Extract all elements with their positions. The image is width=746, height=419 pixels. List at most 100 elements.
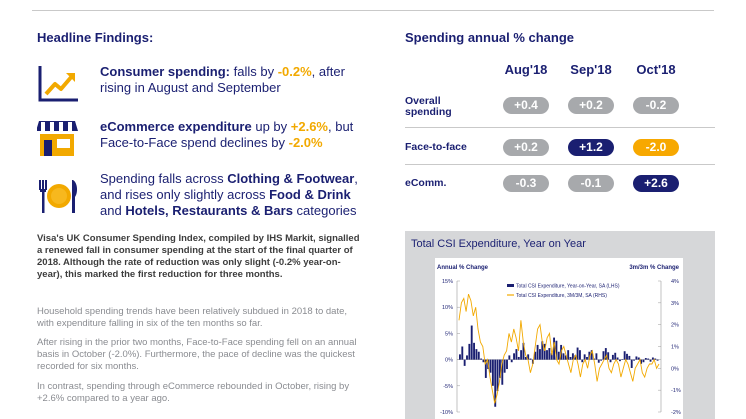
- row-label-ecommerce: eComm.: [405, 177, 447, 189]
- bar: [576, 347, 579, 360]
- row-divider: [405, 127, 715, 128]
- y2-tick-label: 3%: [671, 301, 679, 307]
- finding-text: Consumer spending: falls by -0.2%, after…: [100, 64, 345, 95]
- bar: [579, 350, 581, 360]
- bar: [595, 353, 598, 360]
- bar: [640, 359, 643, 364]
- bar: [463, 359, 466, 366]
- y-tick-label: -5%: [443, 384, 453, 390]
- y-tick-label: -10%: [440, 410, 453, 416]
- bar: [562, 353, 565, 360]
- bar: [583, 354, 586, 360]
- bar: [480, 358, 483, 360]
- storefront-icon: [37, 121, 78, 156]
- bar: [555, 340, 558, 360]
- bar: [539, 349, 541, 360]
- bar: [470, 325, 473, 360]
- bar: [541, 341, 544, 360]
- csi-expenditure-chart: Annual % Change 3m/3m % Change 15% 10% 5% 0…: [435, 258, 683, 419]
- bar: [597, 359, 600, 363]
- legend-swatch: [507, 284, 514, 287]
- y2-tick-label: 4%: [671, 279, 679, 285]
- y2-axis-label: 3m/3m % Change: [629, 265, 679, 271]
- bar: [586, 356, 588, 360]
- bar: [508, 355, 511, 360]
- body-paragraph: In contrast, spending through eCommerce …: [37, 381, 350, 404]
- legend-label: Total CSI Expenditure, Year-on-Year, SA …: [516, 284, 620, 290]
- y-tick-label: 0%: [445, 358, 453, 364]
- bar: [461, 346, 464, 360]
- bar: [499, 359, 501, 378]
- bar: [520, 350, 523, 360]
- y2-tick-label: -1%: [671, 388, 681, 394]
- bar: [600, 359, 603, 361]
- bar: [656, 359, 659, 361]
- bar: [564, 355, 567, 360]
- value-pill: -0.2: [633, 97, 679, 114]
- y-axis-label: Annual % Change: [437, 265, 489, 271]
- bar: [557, 351, 560, 360]
- chart-legend: Total CSI Expenditure, Year-on-Year, SA …: [507, 284, 620, 299]
- y-tick-label: 5%: [445, 331, 453, 337]
- bar: [642, 359, 645, 363]
- bar: [517, 356, 520, 360]
- bar: [647, 358, 650, 360]
- bar: [503, 359, 506, 373]
- headline-title: Headline Findings:: [37, 30, 154, 45]
- table-title: Spending annual % change: [405, 30, 575, 45]
- bar: [604, 348, 607, 360]
- bar: [548, 348, 551, 360]
- bar: [536, 344, 539, 360]
- column-header: Sep'18: [570, 62, 612, 77]
- plate-and-cutlery-icon: [39, 180, 78, 213]
- bar: [524, 356, 527, 360]
- y-tick-label: 10%: [442, 305, 453, 311]
- value-pill: +0.2: [568, 97, 614, 114]
- bar: [635, 356, 638, 360]
- bar: [527, 354, 530, 360]
- value-pill: -0.3: [503, 175, 549, 192]
- bar: [626, 353, 628, 360]
- bar: [623, 351, 626, 360]
- bar: [491, 359, 494, 386]
- finding-text: Spending falls across Clothing & Footwea…: [100, 171, 358, 218]
- y2-tick-label: 2%: [671, 323, 679, 329]
- series-line: [458, 293, 660, 404]
- bar: [567, 350, 570, 360]
- bar: [614, 352, 617, 360]
- bar: [459, 354, 461, 360]
- bar: [515, 349, 518, 360]
- value-pill: +0.4: [503, 97, 549, 114]
- bar: [616, 357, 619, 360]
- bar: [569, 356, 572, 360]
- top-divider: [32, 10, 714, 11]
- bar: [506, 359, 508, 370]
- legend-label: Total CSI Expenditure, 3M/3M, SA (RHS): [516, 293, 607, 299]
- bar: [602, 351, 605, 360]
- body-paragraph: Household spending trends have been rela…: [37, 306, 348, 329]
- plot-area: [435, 258, 683, 419]
- bar: [468, 343, 471, 360]
- trending-up-chart-icon: [38, 66, 78, 102]
- y2-tick-label: -2%: [671, 410, 681, 416]
- bar: [637, 357, 640, 360]
- finding-categories: Spending falls across Clothing & Footwea…: [37, 171, 367, 223]
- bar: [513, 353, 515, 360]
- bar: [553, 337, 555, 360]
- bar: [574, 355, 577, 360]
- y-tick-label: 15%: [442, 279, 453, 285]
- intro-paragraph: Visa's UK Consumer Spending Index, compi…: [37, 233, 360, 280]
- bar: [484, 359, 487, 378]
- bar: [529, 358, 532, 360]
- bar: [651, 357, 654, 360]
- bar: [607, 352, 610, 360]
- y2-tick-label: 0%: [671, 366, 679, 372]
- value-pill: +1.2: [568, 139, 614, 156]
- bar: [494, 359, 497, 407]
- finding-ecommerce: eCommerce expenditure up by +2.6%, but F…: [37, 119, 367, 159]
- bar: [644, 358, 647, 360]
- finding-consumer-spending: Consumer spending: falls by -0.2%, after…: [37, 64, 367, 104]
- bar: [543, 343, 546, 360]
- bar: [588, 351, 591, 360]
- bar: [621, 359, 624, 360]
